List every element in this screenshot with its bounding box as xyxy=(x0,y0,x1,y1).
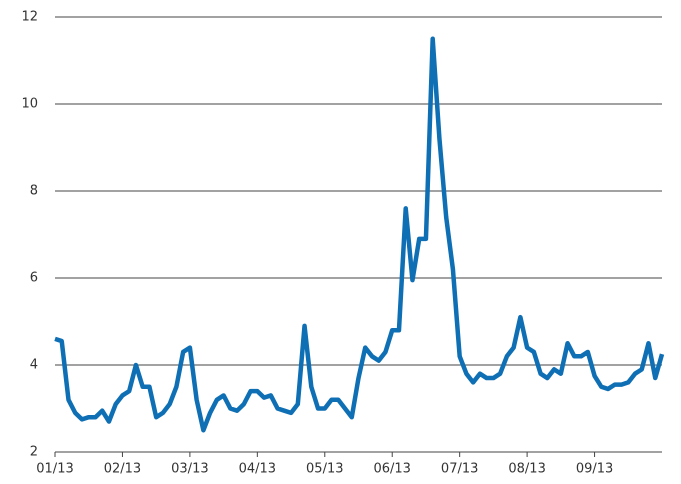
x-tick-label: 04/13 xyxy=(239,462,276,477)
x-tick-label: 06/13 xyxy=(373,462,410,477)
data-line xyxy=(54,36,665,433)
x-tick-label: 07/13 xyxy=(441,462,478,477)
x-tick-label: 01/13 xyxy=(36,462,73,477)
y-tick-label: 2 xyxy=(30,445,38,460)
x-tick-label: 08/13 xyxy=(508,462,545,477)
x-tick-label: 03/13 xyxy=(171,462,208,477)
y-tick-label: 10 xyxy=(21,97,38,112)
y-tick-label: 6 xyxy=(30,271,38,286)
x-tick-label: 05/13 xyxy=(306,462,343,477)
x-tick-label: 09/13 xyxy=(576,462,613,477)
y-tick-label: 12 xyxy=(21,10,38,25)
y-tick-label: 8 xyxy=(30,184,38,199)
y-tick-label: 4 xyxy=(30,358,38,373)
x-tick-label: 02/13 xyxy=(104,462,141,477)
